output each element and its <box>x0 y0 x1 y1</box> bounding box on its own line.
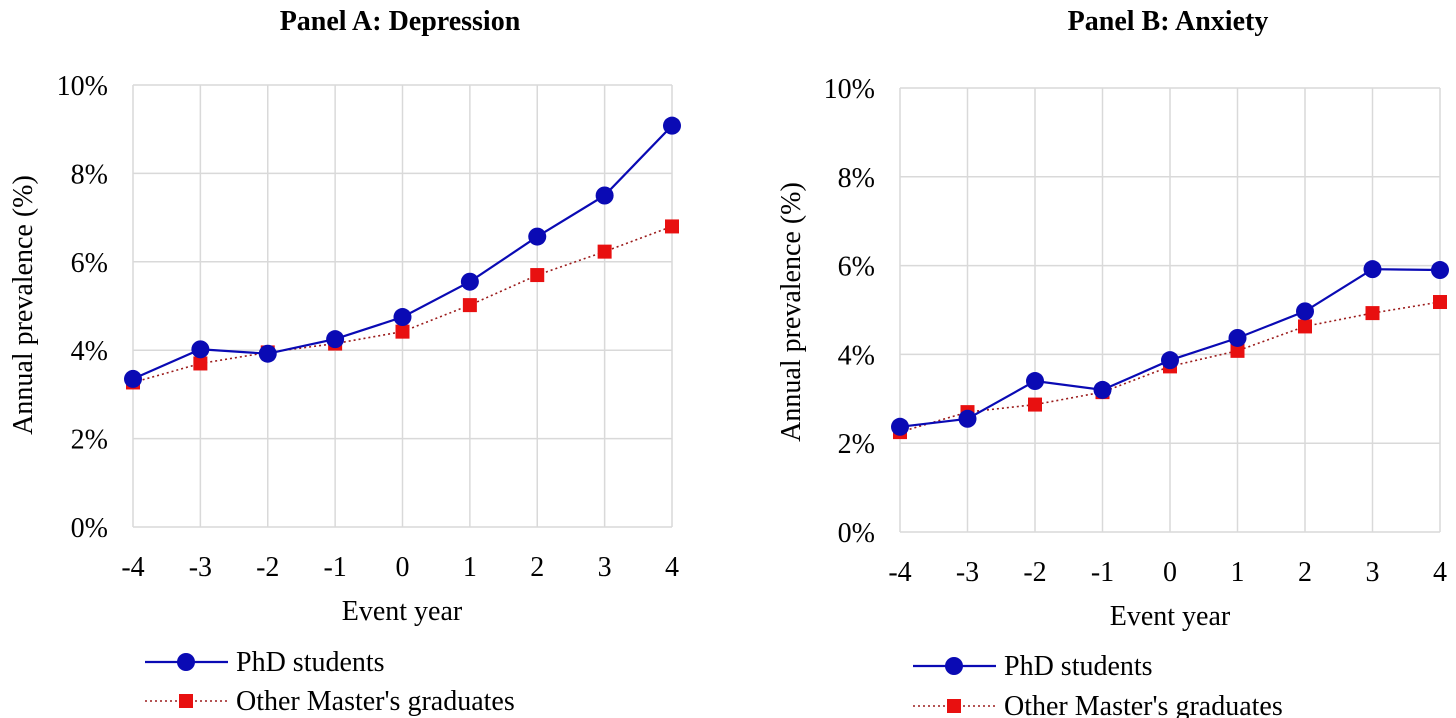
y-tick-label: 10% <box>57 71 108 102</box>
data-point-master <box>1365 306 1380 321</box>
data-point-phd <box>528 227 547 246</box>
y-axis-label: Annual prevalence (%) <box>776 182 807 442</box>
data-point-phd <box>1093 380 1112 399</box>
x-tick-label: 0 <box>1163 557 1177 588</box>
x-tick-label: -2 <box>256 552 279 583</box>
legend: PhD students Other Master's graduates <box>145 647 515 717</box>
data-point-master <box>597 244 612 259</box>
x-tick-label: -3 <box>956 557 979 588</box>
series-layer <box>124 116 681 390</box>
data-point-phd <box>891 417 909 436</box>
series-layer <box>891 260 1449 440</box>
data-point-phd <box>1228 328 1247 347</box>
x-tick-label: -1 <box>323 552 346 583</box>
y-axis-label: Annual prevalence (%) <box>8 175 39 435</box>
data-point-phd <box>663 116 681 135</box>
data-point-phd <box>1026 372 1044 391</box>
legend-label-phd: PhD students <box>1004 651 1153 682</box>
x-tick-label: -4 <box>888 557 911 588</box>
data-point-master <box>665 219 679 234</box>
x-tick-label: 0 <box>396 552 410 583</box>
x-tick-label: -4 <box>121 552 144 583</box>
data-point-phd <box>460 272 479 291</box>
data-point-phd <box>124 369 142 388</box>
series-line-master <box>899 301 1441 433</box>
x-tick-labels: -4 -3 -2 -1 0 1 2 3 4 <box>121 552 679 583</box>
data-point-phd <box>1161 351 1179 370</box>
data-point-master <box>1433 295 1447 310</box>
data-point-master <box>193 356 208 371</box>
x-tick-label: 4 <box>1433 557 1447 588</box>
data-point-phd <box>326 330 345 349</box>
x-tick-label: 3 <box>598 552 612 583</box>
x-tick-label: 4 <box>665 552 679 583</box>
x-tick-label: 1 <box>1231 557 1245 588</box>
x-tick-labels: -4 -3 -2 -1 0 1 2 3 4 <box>888 557 1447 588</box>
x-tick-label: -1 <box>1091 557 1114 588</box>
y-tick-label: 4% <box>838 340 875 371</box>
y-tick-label: 6% <box>838 252 875 283</box>
legend-label-master: Other Master's graduates <box>1004 691 1283 718</box>
data-point-master <box>1230 343 1245 358</box>
y-tick-label: 0% <box>71 513 108 544</box>
chart-panel-a: Panel A: Depression Annual prevalence (%… <box>8 6 681 717</box>
x-tick-label: -2 <box>1023 557 1046 588</box>
data-point-phd <box>393 308 412 327</box>
legend-marker-master <box>947 699 961 713</box>
legend-marker-master <box>179 694 193 708</box>
y-tick-label: 2% <box>838 429 875 460</box>
legend-label-phd: PhD students <box>236 647 385 678</box>
data-point-phd <box>595 186 614 205</box>
data-point-master <box>1028 397 1042 412</box>
y-tick-labels: 0% 2% 4% 6% 8% 10% <box>57 71 108 544</box>
y-tick-label: 10% <box>824 74 875 105</box>
x-tick-label: 3 <box>1366 557 1380 588</box>
legend-marker-phd <box>945 657 963 675</box>
data-point-master <box>462 298 477 313</box>
data-point-master <box>395 324 410 339</box>
grid-lines <box>899 87 1441 533</box>
data-point-phd <box>1431 261 1449 280</box>
legend-label-master: Other Master's graduates <box>236 686 515 717</box>
data-point-phd <box>258 344 277 363</box>
legend: PhD students Other Master's graduates <box>913 651 1283 718</box>
y-tick-label: 8% <box>71 159 108 190</box>
x-tick-label: 2 <box>530 552 544 583</box>
chart-title: Panel B: Anxiety <box>1068 6 1269 37</box>
legend-marker-phd <box>177 653 195 671</box>
data-point-phd <box>1363 260 1382 279</box>
y-tick-labels: 0% 2% 4% 6% 8% 10% <box>824 74 875 549</box>
y-tick-label: 8% <box>838 163 875 194</box>
x-tick-label: 2 <box>1298 557 1312 588</box>
grid-lines <box>132 84 673 528</box>
data-point-master <box>530 268 545 283</box>
y-tick-label: 2% <box>71 425 108 456</box>
y-tick-label: 0% <box>838 518 875 549</box>
x-tick-label: -3 <box>189 552 212 583</box>
y-tick-label: 4% <box>71 336 108 367</box>
data-point-master <box>1298 319 1312 334</box>
y-tick-label: 6% <box>71 248 108 279</box>
chart-title: Panel A: Depression <box>280 6 521 37</box>
chart-panel-b: Panel B: Anxiety Annual prevalence (%) E… <box>776 6 1449 718</box>
data-point-phd <box>1296 302 1314 321</box>
x-axis-label: Event year <box>1110 601 1231 632</box>
data-point-phd <box>958 409 977 428</box>
data-point-phd <box>191 340 210 359</box>
x-axis-label: Event year <box>342 596 463 627</box>
x-tick-label: 1 <box>463 552 477 583</box>
